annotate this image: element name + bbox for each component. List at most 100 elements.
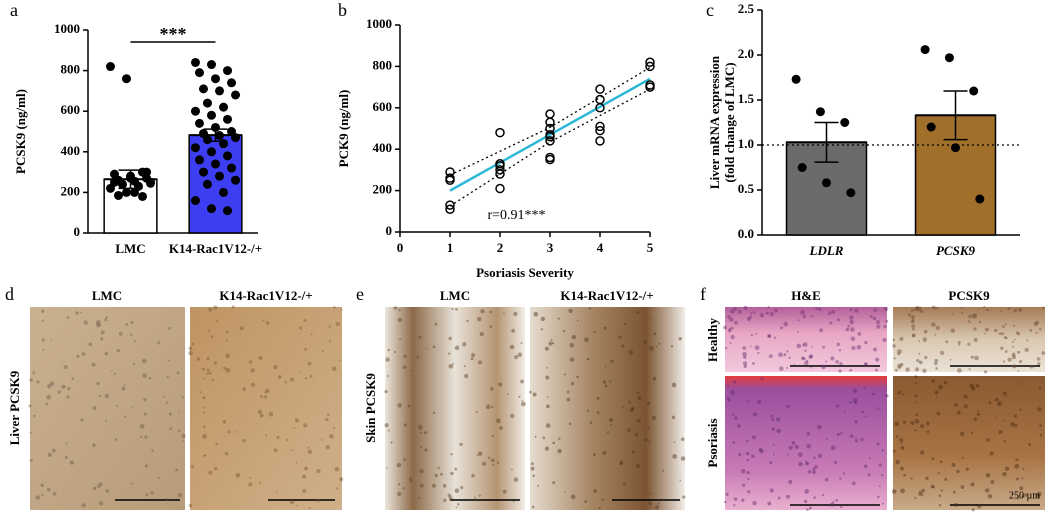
texture (863, 362, 868, 367)
data-point (190, 196, 200, 206)
texture (166, 375, 169, 379)
side-label: Skin PCSK9 (363, 373, 378, 443)
texture (598, 506, 601, 510)
texture (903, 473, 906, 477)
texture (596, 396, 600, 400)
texture (878, 463, 882, 467)
texture (788, 479, 793, 484)
texture (1018, 308, 1023, 313)
y-axis-label: Liver mRNA expression (707, 55, 722, 189)
texture (730, 308, 735, 314)
texture (801, 356, 804, 360)
data-point (595, 84, 605, 94)
texture (304, 466, 308, 471)
texture (203, 454, 207, 457)
texture (46, 394, 52, 400)
texture (752, 362, 755, 365)
texture (644, 438, 648, 442)
texture (299, 326, 303, 330)
column-label: H&E (791, 288, 821, 303)
texture (985, 488, 990, 493)
texture (402, 487, 405, 490)
texture (175, 468, 179, 472)
texture (602, 380, 607, 384)
texture (968, 368, 971, 371)
texture (916, 306, 921, 312)
texture (836, 342, 841, 347)
x-axis-label: Psoriasis Severity (476, 265, 574, 280)
texture (566, 390, 570, 394)
data-point (231, 175, 241, 185)
texture (896, 363, 902, 369)
texture (864, 415, 867, 418)
texture (971, 386, 976, 391)
texture (448, 363, 454, 369)
texture (448, 352, 451, 355)
texture (821, 364, 826, 370)
texture (249, 476, 252, 479)
texture (1011, 355, 1017, 360)
texture (937, 471, 940, 475)
x-tick-label: K14-Rac1V12-/+ (169, 241, 262, 256)
texture (236, 431, 238, 433)
texture (265, 434, 268, 437)
data-point (791, 74, 801, 84)
texture (836, 432, 840, 437)
texture (116, 348, 120, 353)
texture (143, 397, 147, 402)
panel-label: e (356, 284, 364, 304)
texture (332, 366, 337, 371)
texture (783, 321, 788, 327)
texture (652, 376, 657, 381)
y-tick-label: 200 (61, 183, 81, 198)
texture (804, 460, 807, 462)
texture (242, 387, 247, 391)
texture (110, 370, 113, 372)
texture (386, 374, 389, 378)
texture (619, 460, 624, 465)
texture (92, 486, 97, 491)
texture (95, 319, 101, 325)
texture (1035, 320, 1040, 325)
texture (967, 342, 971, 346)
texture (584, 499, 588, 503)
texture (529, 390, 532, 394)
texture (168, 326, 171, 330)
panel-label: d (5, 284, 14, 304)
y-tick-label: 0 (386, 223, 393, 238)
texture (1012, 364, 1017, 369)
texture (63, 385, 66, 388)
texture (730, 334, 735, 340)
texture (593, 489, 598, 494)
side-label: Liver PCSK9 (7, 370, 22, 445)
texture (1002, 391, 1007, 396)
texture (845, 327, 850, 332)
texture (902, 420, 906, 424)
texture (1000, 310, 1003, 313)
texture (851, 345, 856, 351)
texture (385, 357, 390, 362)
texture (998, 332, 1002, 336)
texture (914, 418, 920, 424)
texture (796, 343, 802, 349)
texture (729, 317, 734, 322)
texture (925, 421, 930, 426)
data-point (846, 188, 856, 198)
data-point (219, 187, 229, 197)
data-point (822, 178, 831, 188)
texture (113, 373, 116, 376)
data-point (645, 57, 655, 68)
texture (199, 391, 202, 394)
texture (537, 484, 540, 487)
texture (807, 470, 812, 474)
y-tick-label: 1000 (54, 21, 80, 36)
texture (746, 439, 749, 443)
texture (920, 424, 925, 429)
texture (398, 483, 401, 486)
texture (897, 352, 901, 356)
texture (850, 327, 855, 332)
texture (797, 319, 800, 322)
y-tick-label: 1.0 (738, 136, 754, 151)
texture (71, 377, 75, 380)
texture (752, 412, 758, 417)
